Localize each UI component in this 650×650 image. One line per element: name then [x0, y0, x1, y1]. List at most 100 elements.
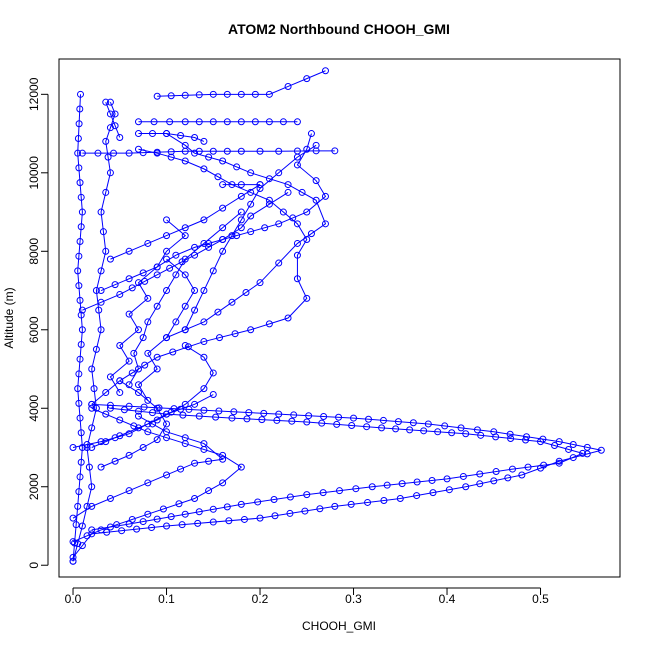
data-point	[275, 410, 283, 418]
series-17	[69, 90, 86, 565]
data-point	[83, 532, 91, 540]
data-point	[75, 399, 83, 407]
data-point	[163, 334, 171, 342]
data-point	[181, 510, 189, 518]
data-point	[102, 137, 110, 145]
data-point	[134, 389, 142, 397]
x-tick-label: 0.2	[252, 592, 269, 606]
data-point	[125, 487, 133, 495]
data-point	[78, 208, 86, 216]
data-point	[191, 251, 199, 259]
data-point	[163, 216, 171, 224]
series-line	[72, 101, 116, 562]
data-point	[286, 509, 294, 517]
data-point	[69, 514, 77, 522]
data-point	[352, 485, 360, 493]
data-point	[71, 539, 79, 547]
data-point	[134, 381, 142, 389]
y-tick-label: 8000	[27, 238, 41, 265]
data-point	[88, 365, 96, 373]
data-point	[78, 326, 86, 334]
data-point	[256, 279, 264, 287]
data-point	[184, 343, 192, 351]
data-point	[125, 451, 133, 459]
data-point	[205, 487, 213, 495]
data-point	[214, 308, 222, 316]
data-point	[237, 224, 245, 232]
data-point	[200, 239, 208, 247]
data-point	[77, 90, 84, 98]
data-point	[78, 306, 86, 314]
data-point	[128, 284, 136, 292]
data-point	[293, 118, 301, 126]
data-point	[102, 188, 110, 196]
data-point	[153, 436, 161, 444]
data-point	[106, 98, 114, 106]
data-point	[293, 161, 301, 169]
data-point	[321, 192, 329, 200]
series-line	[166, 133, 327, 339]
data-point	[303, 208, 311, 216]
data-point	[120, 406, 128, 414]
data-point	[200, 137, 208, 145]
series-18	[102, 98, 124, 141]
data-point	[434, 428, 442, 436]
data-point	[97, 463, 105, 471]
data-point	[420, 427, 428, 435]
data-point	[251, 118, 259, 126]
data-point	[194, 519, 202, 527]
data-point	[116, 341, 124, 349]
data-point	[88, 400, 96, 408]
data-point	[237, 500, 245, 508]
series-21	[134, 130, 208, 145]
data-point	[441, 422, 449, 430]
data-point	[191, 149, 199, 157]
data-point	[524, 463, 532, 471]
data-point	[303, 418, 311, 426]
data-point	[284, 181, 292, 189]
data-point	[335, 413, 343, 421]
data-point	[230, 408, 238, 416]
series-line	[100, 133, 327, 291]
data-point	[159, 505, 167, 513]
data-point	[144, 510, 152, 518]
data-point	[77, 193, 85, 201]
data-point	[167, 92, 175, 100]
data-point	[116, 416, 124, 424]
data-point	[289, 214, 297, 222]
data-point	[77, 458, 85, 466]
data-point	[492, 433, 500, 441]
data-point	[583, 443, 591, 451]
data-point	[284, 82, 292, 90]
data-point	[134, 407, 142, 415]
data-point	[394, 418, 402, 426]
data-point	[555, 459, 563, 467]
data-point	[153, 263, 161, 271]
data-point	[331, 502, 339, 510]
data-point	[163, 471, 171, 479]
data-point	[153, 353, 161, 361]
y-axis-label: Altitude (m)	[2, 287, 16, 348]
data-point	[219, 204, 227, 212]
data-point	[76, 296, 84, 304]
data-point	[106, 124, 114, 132]
data-point	[364, 415, 372, 423]
data-point	[284, 188, 292, 196]
x-axis: 0.0 0.1 0.2 0.3 0.4 0.5	[65, 587, 549, 606]
data-point	[303, 491, 311, 499]
data-point	[312, 177, 320, 185]
data-point	[76, 179, 84, 187]
data-point	[293, 239, 301, 247]
data-point	[290, 411, 298, 419]
data-point	[396, 495, 404, 503]
data-point	[195, 91, 203, 99]
data-point	[106, 373, 114, 381]
data-point	[76, 473, 84, 481]
data-point	[336, 487, 343, 495]
data-point	[116, 290, 124, 298]
data-point	[134, 130, 142, 138]
data-point	[256, 185, 264, 192]
data-point	[288, 417, 296, 425]
data-point	[78, 542, 86, 550]
data-point	[379, 416, 387, 424]
